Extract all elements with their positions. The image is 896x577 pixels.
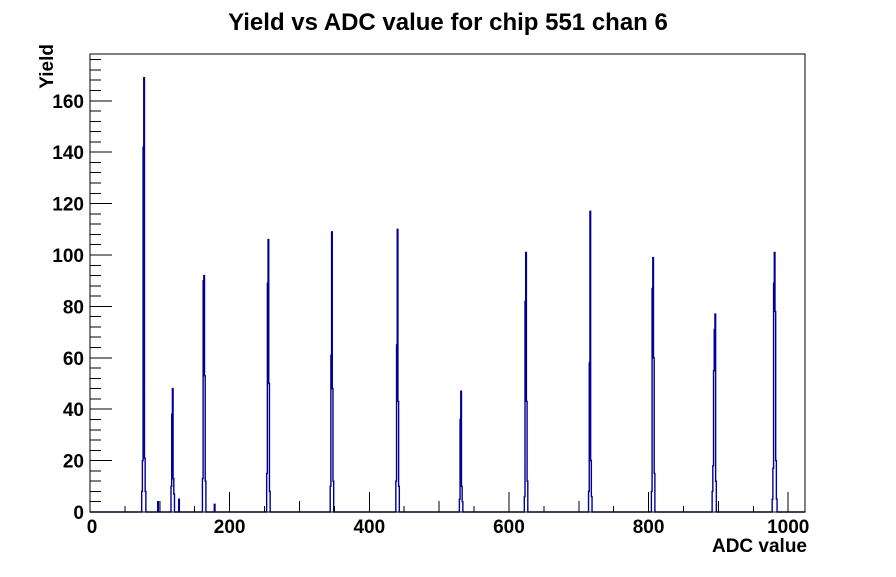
histogram-path	[90, 76, 805, 513]
x-tick-label: 0	[87, 517, 98, 538]
x-axis: 0 200 400 600 800 1000	[87, 492, 809, 538]
y-tick-label: 20	[63, 452, 84, 473]
x-tick-label: 600	[493, 517, 525, 538]
x-tick-label: 400	[353, 517, 385, 538]
histogram-line	[90, 76, 805, 513]
y-tick-label: 80	[63, 297, 84, 318]
y-tick-label: 40	[63, 400, 84, 421]
y-axis-title: Yield	[37, 44, 58, 89]
x-tick-label: 800	[633, 517, 665, 538]
x-axis-title: ADC value	[711, 536, 807, 557]
x-tick-label: 200	[214, 517, 246, 538]
y-axis: 0 20 40 60 80 100 120 140 160	[52, 59, 112, 524]
frame-border	[89, 53, 806, 513]
chart-title: Yield vs ADC value for chip 551 chan 6	[228, 9, 668, 36]
y-tick-label: 100	[52, 246, 84, 267]
y-tick-label: 60	[63, 349, 84, 370]
y-tick-label: 120	[52, 195, 84, 216]
y-tick-label: 0	[73, 503, 84, 524]
y-tick-label: 160	[52, 92, 84, 113]
y-tick-label: 140	[52, 143, 84, 164]
x-tick-label: 1000	[767, 517, 809, 538]
plot-frame	[89, 53, 806, 513]
